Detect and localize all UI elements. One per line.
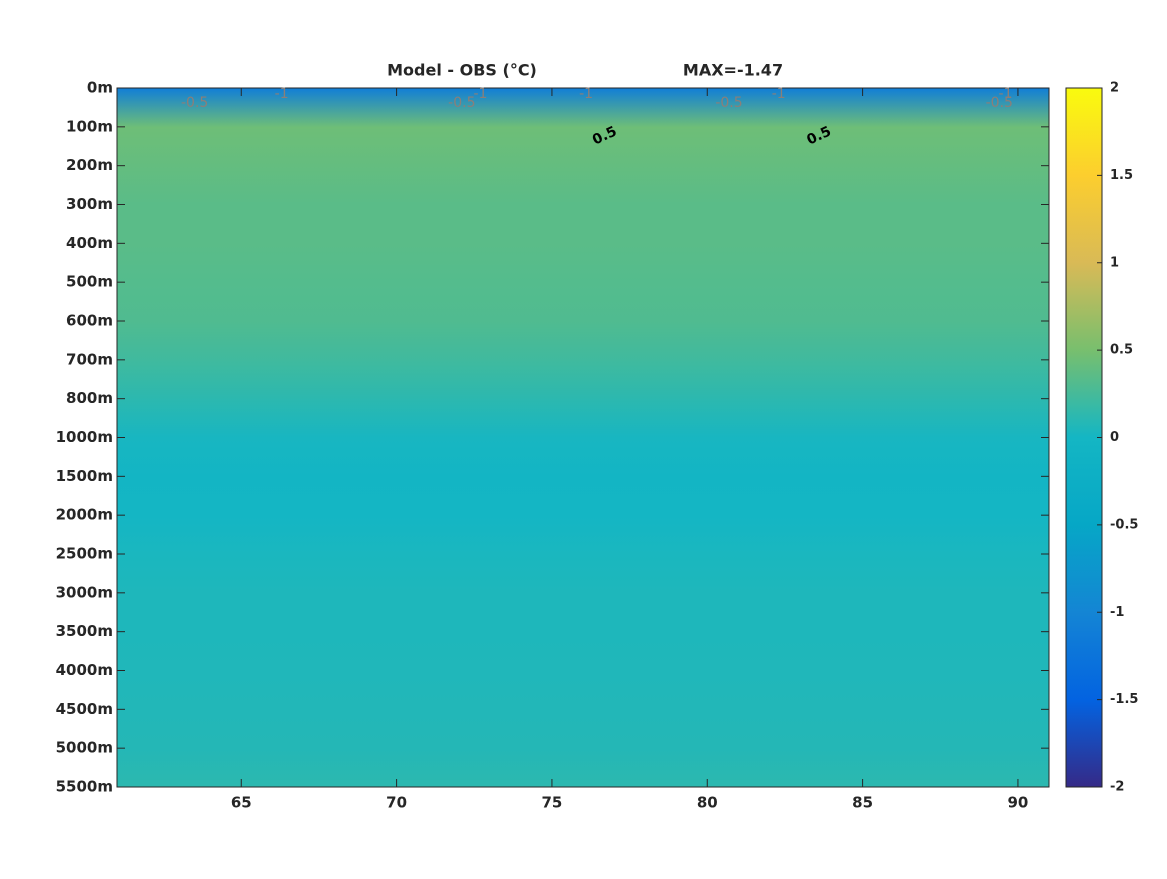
colorbar-tick-label: -1.5 (1110, 692, 1138, 707)
max-annotation: MAX=-1.47 (683, 61, 783, 80)
colorbar-tick-label: -0.5 (1110, 517, 1138, 532)
y-tick-label: 3500m (56, 622, 113, 640)
y-tick-label: 500m (66, 273, 113, 291)
heat-band (117, 321, 1049, 361)
heat-band (117, 204, 1049, 244)
heat-band (117, 282, 1049, 322)
heat-band (117, 476, 1049, 516)
y-tick-label: 1000m (56, 428, 113, 446)
y-tick-label: 1500m (56, 467, 113, 485)
heat-band (117, 515, 1049, 555)
y-tick-label: 300m (66, 195, 113, 213)
heat-band (117, 554, 1049, 594)
contour-label: -1 (275, 86, 289, 102)
x-tick-label: 90 (1007, 794, 1028, 812)
colorbar-tick-label: 0 (1110, 430, 1119, 445)
y-tick-label: 400m (66, 234, 113, 252)
y-tick-label: 200m (66, 156, 113, 174)
heat-band (117, 709, 1049, 749)
y-tick-label: 3000m (56, 583, 113, 601)
y-tick-label: 0m (87, 79, 113, 97)
y-tick-label: 5000m (56, 739, 113, 757)
colorbar (1065, 87, 1103, 788)
x-tick-label: 85 (852, 794, 873, 812)
y-tick-label: 5500m (56, 778, 113, 796)
heat-band (117, 359, 1049, 400)
heat-band (117, 592, 1049, 633)
heat-band (117, 126, 1049, 167)
y-tick-label: 100m (66, 117, 113, 135)
contour-label: -1 (999, 86, 1013, 102)
y-tick-label: 700m (66, 350, 113, 368)
heat-band (117, 165, 1049, 205)
colorbar-tick-label: -2 (1110, 780, 1124, 795)
contour-label: -1 (473, 86, 487, 102)
y-tick-label: 4000m (56, 661, 113, 679)
y-tick-label: 600m (66, 312, 113, 330)
contour-label: -1 (579, 86, 593, 102)
colorbar-tick-label: -1 (1110, 605, 1124, 620)
heat-band (117, 670, 1049, 710)
colorbar-tick-label: 2 (1110, 81, 1119, 96)
y-tick-label: 4500m (56, 700, 113, 718)
y-tick-label: 2000m (56, 506, 113, 524)
contour-label: -1 (772, 86, 786, 102)
colorbar-tick-label: 0.5 (1110, 343, 1133, 358)
heat-band (117, 748, 1049, 788)
chart-title: Model - OBS (°C) (387, 61, 537, 80)
contour-label: -0.5 (448, 95, 475, 111)
heat-band (117, 398, 1049, 438)
y-tick-label: 2500m (56, 545, 113, 563)
y-tick-label: 800m (66, 389, 113, 407)
heat-band (117, 88, 1049, 128)
colorbar-tick-label: 1 (1110, 255, 1119, 270)
heat-band (117, 631, 1049, 671)
x-tick-label: 65 (231, 794, 252, 812)
x-tick-label: 75 (541, 794, 562, 812)
contour-label: -0.5 (181, 95, 208, 111)
x-tick-label: 80 (697, 794, 718, 812)
x-tick-label: 70 (386, 794, 407, 812)
heat-band (117, 437, 1049, 477)
heat-band (117, 243, 1049, 283)
contour-label: -0.5 (715, 95, 742, 111)
colorbar-tick-label: 1.5 (1110, 168, 1133, 183)
contour-label: -0.5 (986, 95, 1013, 111)
